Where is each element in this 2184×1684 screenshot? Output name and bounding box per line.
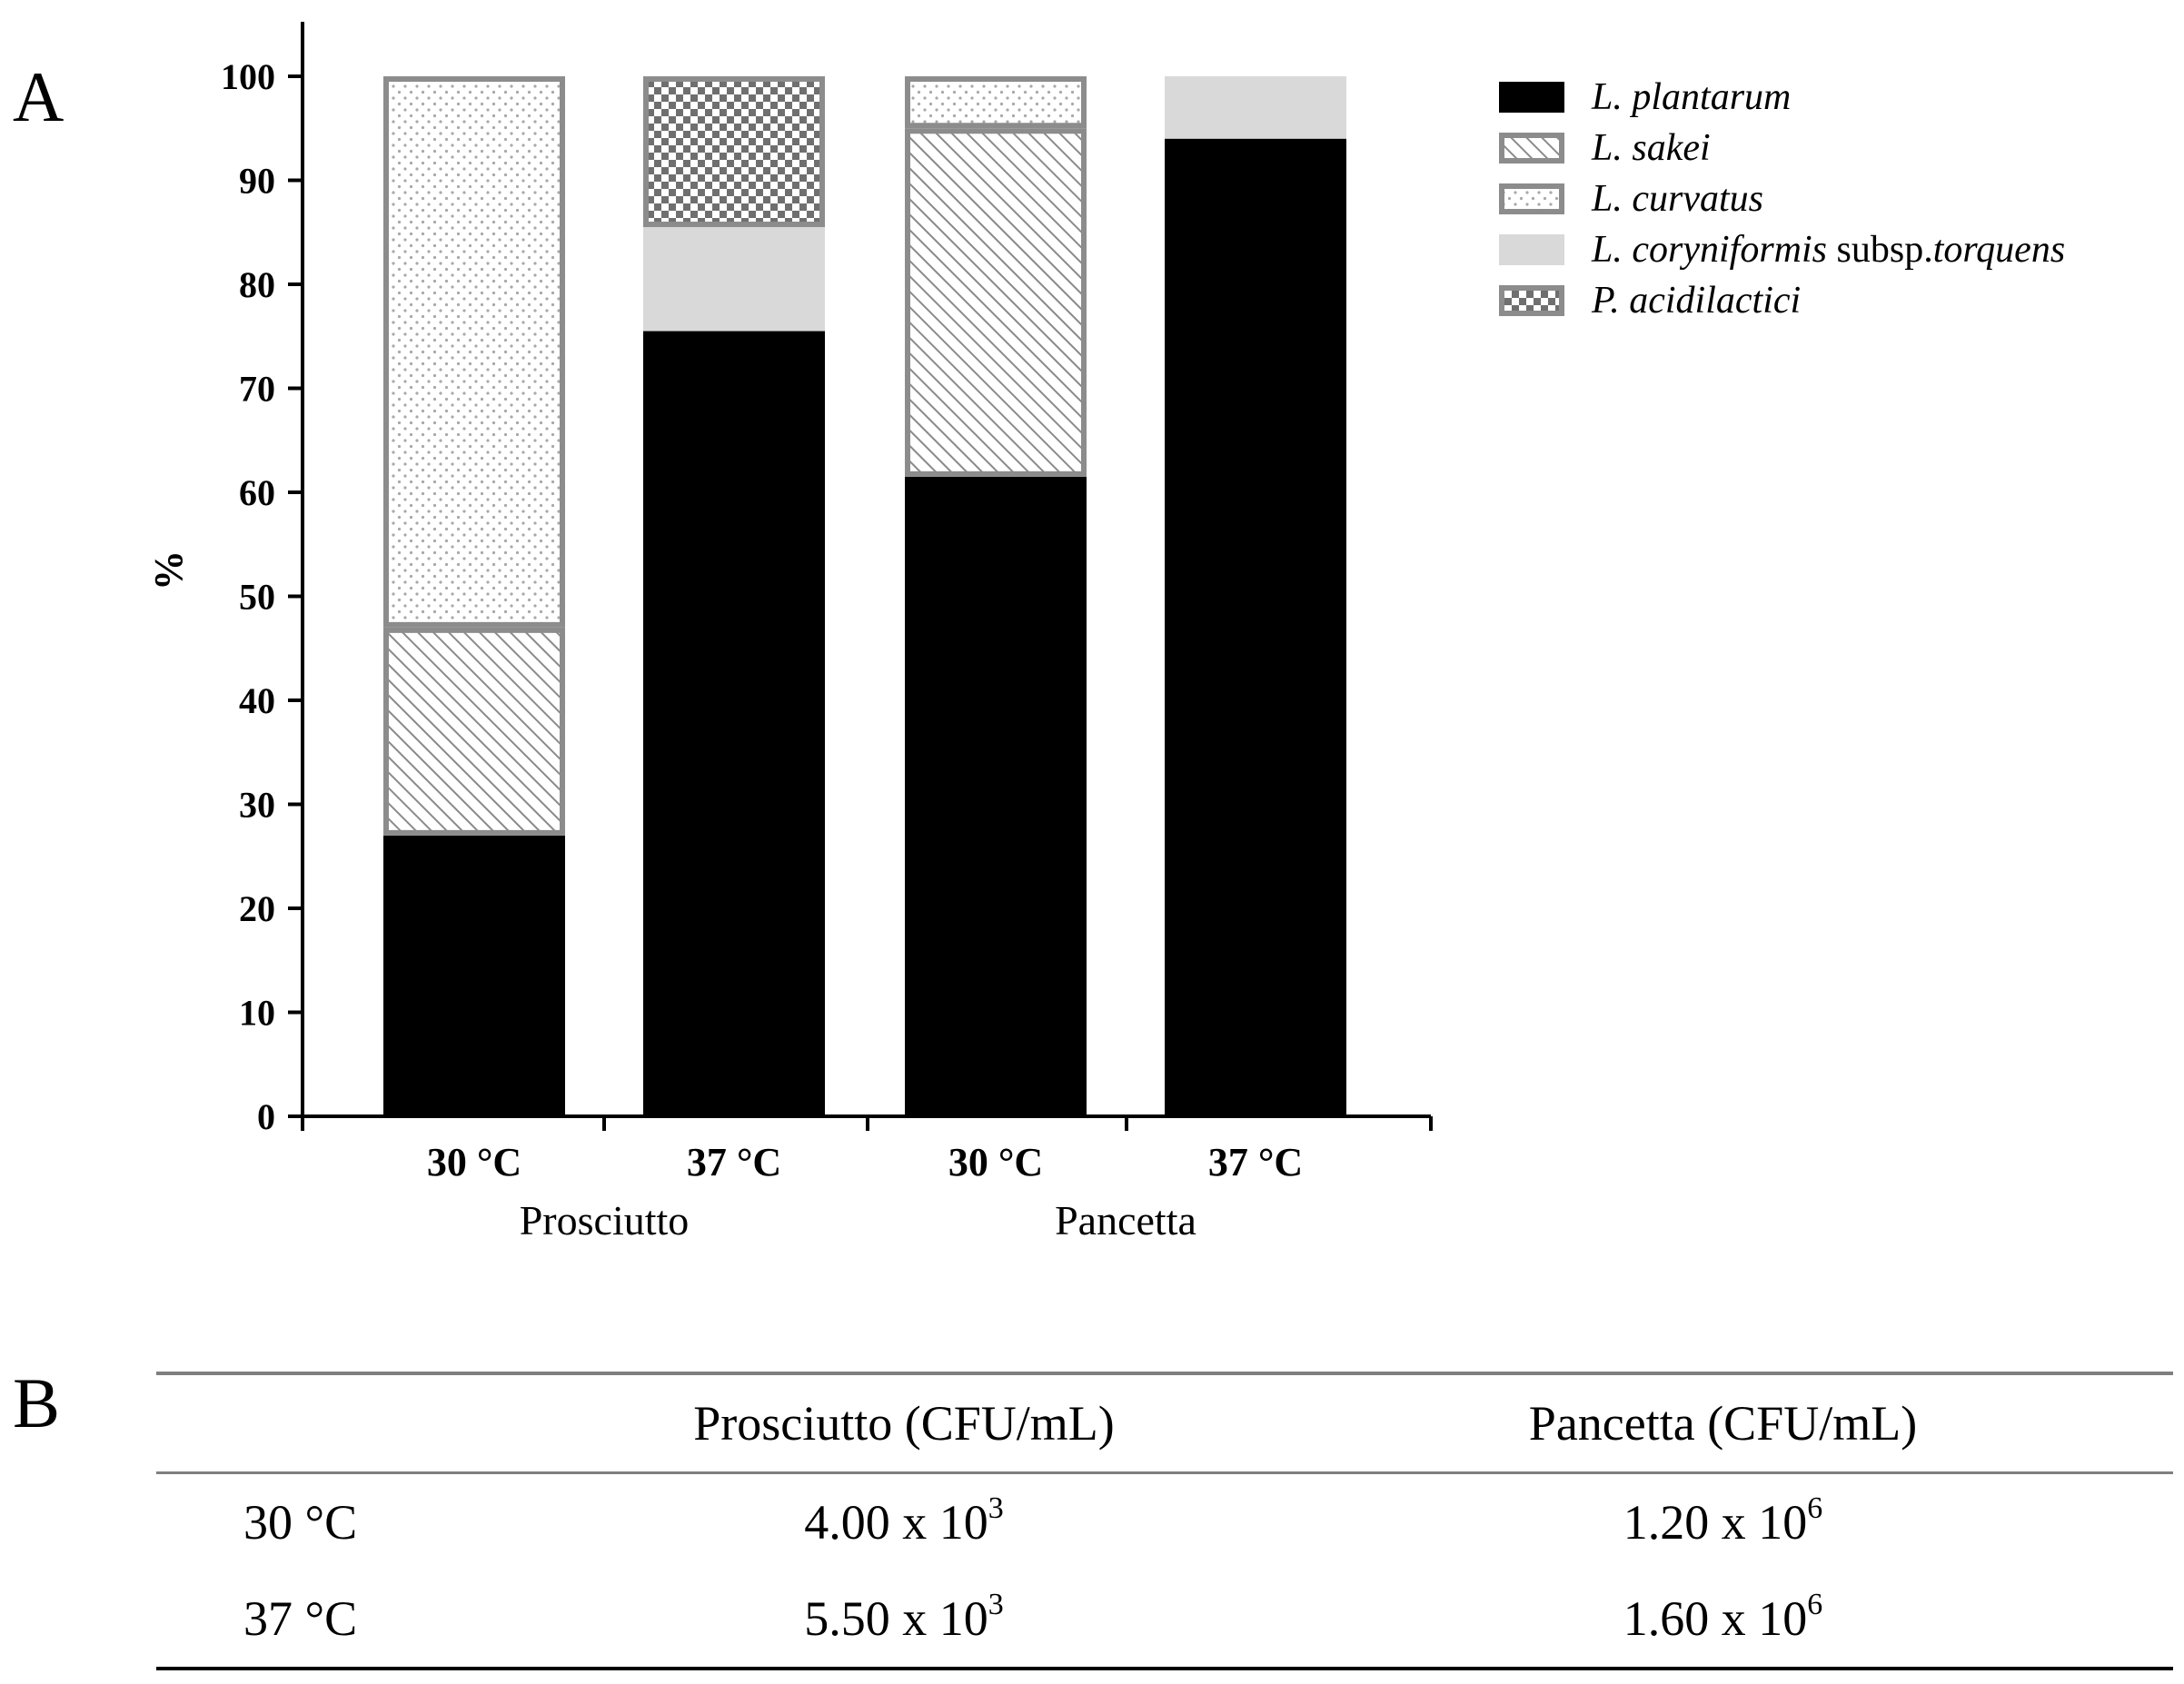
legend-swatch bbox=[1499, 82, 1564, 113]
cfu-exponent: 6 bbox=[1807, 1491, 1823, 1525]
legend-swatch bbox=[1499, 234, 1564, 265]
y-tick-label: 0 bbox=[257, 1096, 275, 1137]
bar-segment bbox=[905, 128, 1087, 477]
cfu-exponent: 3 bbox=[988, 1491, 1004, 1525]
legend-swatch bbox=[1499, 183, 1564, 214]
bar-segment bbox=[643, 76, 825, 228]
y-tick-label: 100 bbox=[221, 56, 275, 97]
bar-segment bbox=[643, 331, 825, 1116]
bar-segment bbox=[383, 835, 565, 1116]
y-tick-label: 30 bbox=[239, 785, 275, 826]
cfu-mantissa: 4.00 x 10 bbox=[804, 1495, 988, 1550]
x-tick-label: 37 °C bbox=[687, 1140, 781, 1184]
prosciutto-cfu: 4.00 x 103 bbox=[535, 1473, 1273, 1571]
legend-label: L. curvatus bbox=[1591, 178, 1763, 220]
table-header-row: Prosciutto (CFU/mL) Pancetta (CFU/mL) bbox=[156, 1373, 2173, 1473]
pancetta-cfu: 1.20 x 106 bbox=[1273, 1473, 2173, 1571]
y-tick-label: 20 bbox=[239, 888, 275, 929]
y-tick-label: 50 bbox=[239, 577, 275, 618]
cfu-table: Prosciutto (CFU/mL) Pancetta (CFU/mL) 30… bbox=[156, 1372, 2173, 1670]
y-tick-label: 70 bbox=[239, 369, 275, 410]
table-header-pancetta: Pancetta (CFU/mL) bbox=[1528, 1396, 1918, 1451]
table-row: 30 °C 4.00 x 103 1.20 x 106 bbox=[156, 1473, 2173, 1571]
panel-b-label: B bbox=[13, 1363, 61, 1442]
legend-label: L. plantarum bbox=[1591, 76, 1791, 118]
bar-segment bbox=[1165, 76, 1346, 139]
legend-label: L. coryniformis subsp.torquens bbox=[1591, 229, 2065, 271]
bar-segment bbox=[905, 76, 1087, 129]
table-row: 37 °C 5.50 x 103 1.60 x 106 bbox=[156, 1570, 2173, 1669]
y-tick-label: 90 bbox=[239, 161, 275, 202]
legend-label: L. sakei bbox=[1591, 127, 1711, 169]
legend-label: P. acidilactici bbox=[1591, 280, 1801, 322]
bar-segment bbox=[383, 76, 565, 628]
cfu-mantissa: 1.60 x 10 bbox=[1623, 1591, 1808, 1646]
legend: L. plantarum L. sakei L. curvatus L. coryni… bbox=[1499, 76, 2065, 322]
bar-segment bbox=[383, 627, 565, 836]
y-tick-label: 80 bbox=[239, 264, 275, 305]
pancetta-cfu: 1.60 x 106 bbox=[1273, 1570, 2173, 1669]
bar-segment bbox=[643, 227, 825, 332]
prosciutto-cfu: 5.50 x 103 bbox=[535, 1570, 1273, 1669]
stacked-bar-chart: 0 10 20 30 40 50 60 70 80 90 100% 30 °C 37 °C 30 °C 37… bbox=[146, 22, 2065, 1243]
table-header-empty bbox=[156, 1373, 535, 1473]
x-tick-label: 30 °C bbox=[948, 1140, 1043, 1184]
legend-swatch bbox=[1499, 133, 1564, 163]
cfu-mantissa: 5.50 x 10 bbox=[804, 1591, 988, 1646]
panel-a-label: A bbox=[13, 57, 65, 136]
cfu-mantissa: 1.20 x 10 bbox=[1623, 1495, 1808, 1550]
bar-segment bbox=[905, 476, 1087, 1116]
y-tick-label: 40 bbox=[239, 680, 275, 721]
x-tick-label: 30 °C bbox=[427, 1140, 521, 1184]
legend-swatch bbox=[1499, 285, 1564, 316]
cfu-exponent: 6 bbox=[1807, 1588, 1823, 1621]
row-label: 30 °C bbox=[243, 1495, 358, 1550]
y-tick-label: 10 bbox=[239, 993, 275, 1034]
bar-segments bbox=[383, 76, 1346, 1117]
row-label: 37 °C bbox=[243, 1591, 358, 1646]
cfu-exponent: 3 bbox=[988, 1588, 1004, 1621]
group-label: Prosciutto bbox=[520, 1197, 690, 1243]
x-tick-label: 37 °C bbox=[1208, 1140, 1303, 1184]
table-header-prosciutto: Prosciutto (CFU/mL) bbox=[693, 1396, 1115, 1451]
y-axis-label: % bbox=[146, 550, 191, 590]
y-tick-label: 60 bbox=[239, 472, 275, 513]
group-label: Pancetta bbox=[1055, 1197, 1196, 1243]
bar-segment bbox=[1165, 138, 1346, 1117]
